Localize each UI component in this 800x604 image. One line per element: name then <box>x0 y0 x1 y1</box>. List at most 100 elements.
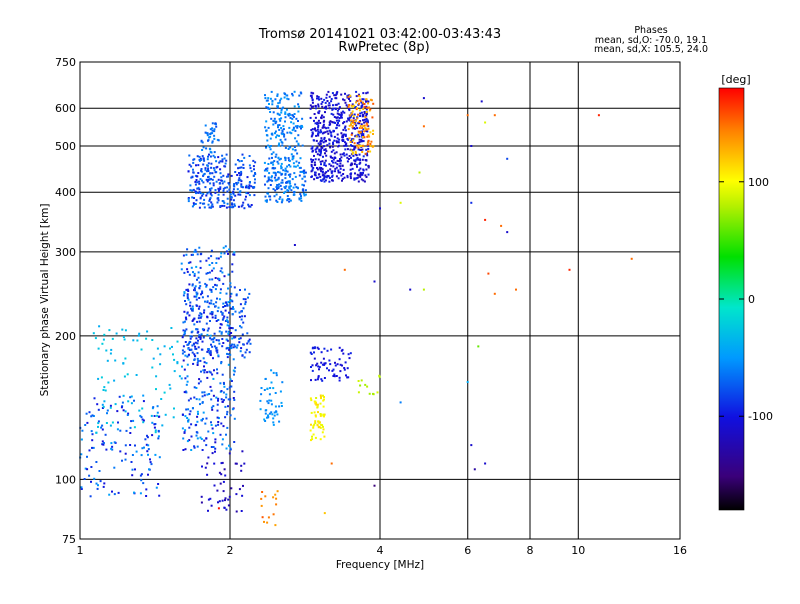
data-point <box>328 142 331 145</box>
data-point <box>362 145 365 148</box>
data-point <box>280 401 283 404</box>
data-point <box>228 344 231 347</box>
data-point <box>354 152 357 154</box>
data-point <box>314 105 317 108</box>
data-point <box>357 94 360 97</box>
data-point <box>185 383 188 386</box>
data-point <box>209 354 212 356</box>
data-point <box>331 175 334 178</box>
data-point <box>276 93 279 96</box>
data-point <box>327 90 330 93</box>
data-point <box>359 167 362 170</box>
data-point <box>92 446 95 449</box>
data-point <box>291 94 294 97</box>
data-point <box>345 142 348 145</box>
data-point <box>378 374 381 377</box>
data-point <box>326 100 329 102</box>
data-point <box>207 456 210 459</box>
data-point <box>323 98 326 101</box>
data-point <box>201 465 203 468</box>
data-point <box>102 338 105 341</box>
data-point <box>342 128 345 131</box>
data-point <box>333 156 336 159</box>
data-point <box>276 490 279 493</box>
data-point <box>363 136 366 139</box>
data-point <box>279 184 282 187</box>
data-point <box>317 119 320 122</box>
data-point <box>292 155 295 158</box>
data-point <box>232 308 235 310</box>
data-point <box>228 495 231 498</box>
data-point <box>214 314 217 317</box>
data-point <box>127 400 130 403</box>
data-point <box>191 283 194 286</box>
data-point <box>194 203 197 205</box>
data-point <box>272 188 275 191</box>
data-point <box>280 165 283 168</box>
y-tick-label: 400 <box>55 186 76 199</box>
data-point <box>202 157 205 160</box>
data-point <box>97 408 100 411</box>
data-point <box>225 330 228 333</box>
data-point <box>217 197 220 200</box>
data-point <box>325 127 328 130</box>
data-point <box>320 361 323 364</box>
data-point <box>270 403 273 406</box>
data-point <box>278 142 281 145</box>
data-point <box>364 163 367 166</box>
data-point <box>323 119 326 122</box>
data-point <box>288 180 291 183</box>
data-point <box>337 171 340 174</box>
data-point <box>352 139 355 142</box>
data-point <box>248 155 251 157</box>
data-point <box>191 176 194 179</box>
data-point <box>207 203 210 206</box>
data-point <box>207 176 209 179</box>
data-point <box>332 121 335 124</box>
data-point <box>235 510 238 513</box>
data-point <box>227 398 230 401</box>
data-point <box>284 112 287 115</box>
data-point <box>205 272 208 275</box>
data-point <box>178 375 181 378</box>
data-point <box>322 125 325 128</box>
data-point <box>212 357 214 360</box>
data-point <box>348 104 351 106</box>
data-point <box>213 462 216 465</box>
data-point <box>245 184 248 187</box>
data-point <box>184 300 186 302</box>
data-point <box>190 335 193 338</box>
data-point <box>120 406 123 409</box>
data-point <box>198 305 201 308</box>
data-point <box>249 342 252 345</box>
data-point <box>200 419 203 422</box>
data-point <box>225 159 228 162</box>
data-point <box>222 189 225 192</box>
data-point <box>212 446 215 448</box>
data-point <box>319 129 322 132</box>
data-point <box>219 187 222 190</box>
data-point <box>597 114 600 117</box>
data-point <box>319 152 322 155</box>
data-point <box>210 187 213 190</box>
data-point <box>273 117 276 120</box>
data-point <box>311 105 313 108</box>
data-point <box>314 171 317 174</box>
data-point <box>264 126 267 129</box>
data-point <box>310 399 313 402</box>
data-point <box>208 351 211 354</box>
data-point <box>207 257 210 260</box>
data-point <box>131 474 134 477</box>
data-point <box>181 349 184 352</box>
data-point <box>280 127 283 129</box>
data-point <box>232 188 235 191</box>
data-point <box>320 167 323 169</box>
data-point <box>191 407 194 410</box>
data-point <box>311 438 314 441</box>
data-point <box>201 401 204 404</box>
data-point <box>192 362 195 365</box>
data-point <box>286 97 289 100</box>
data-point <box>235 294 238 297</box>
data-point <box>80 438 83 441</box>
data-point <box>228 386 231 389</box>
